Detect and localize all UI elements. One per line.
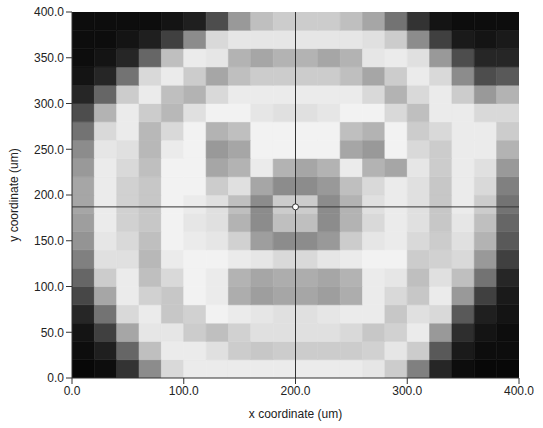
svg-text:200.0: 200.0 (34, 188, 64, 202)
svg-text:50.0: 50.0 (41, 326, 65, 340)
svg-text:150.0: 150.0 (34, 234, 64, 248)
svg-text:0.0: 0.0 (47, 371, 64, 385)
svg-text:x coordinate (um): x coordinate (um) (249, 407, 342, 421)
svg-text:300.0: 300.0 (392, 384, 422, 398)
svg-text:400.0: 400.0 (34, 5, 64, 19)
svg-text:y coordinate (um): y coordinate (um) (7, 148, 21, 241)
svg-text:350.0: 350.0 (34, 51, 64, 65)
svg-text:400.0: 400.0 (504, 384, 534, 398)
svg-text:300.0: 300.0 (34, 97, 64, 111)
svg-text:0.0: 0.0 (64, 384, 81, 398)
svg-text:100.0: 100.0 (34, 280, 64, 294)
svg-text:100.0: 100.0 (169, 384, 199, 398)
svg-text:250.0: 250.0 (34, 143, 64, 157)
svg-text:200.0: 200.0 (280, 384, 310, 398)
